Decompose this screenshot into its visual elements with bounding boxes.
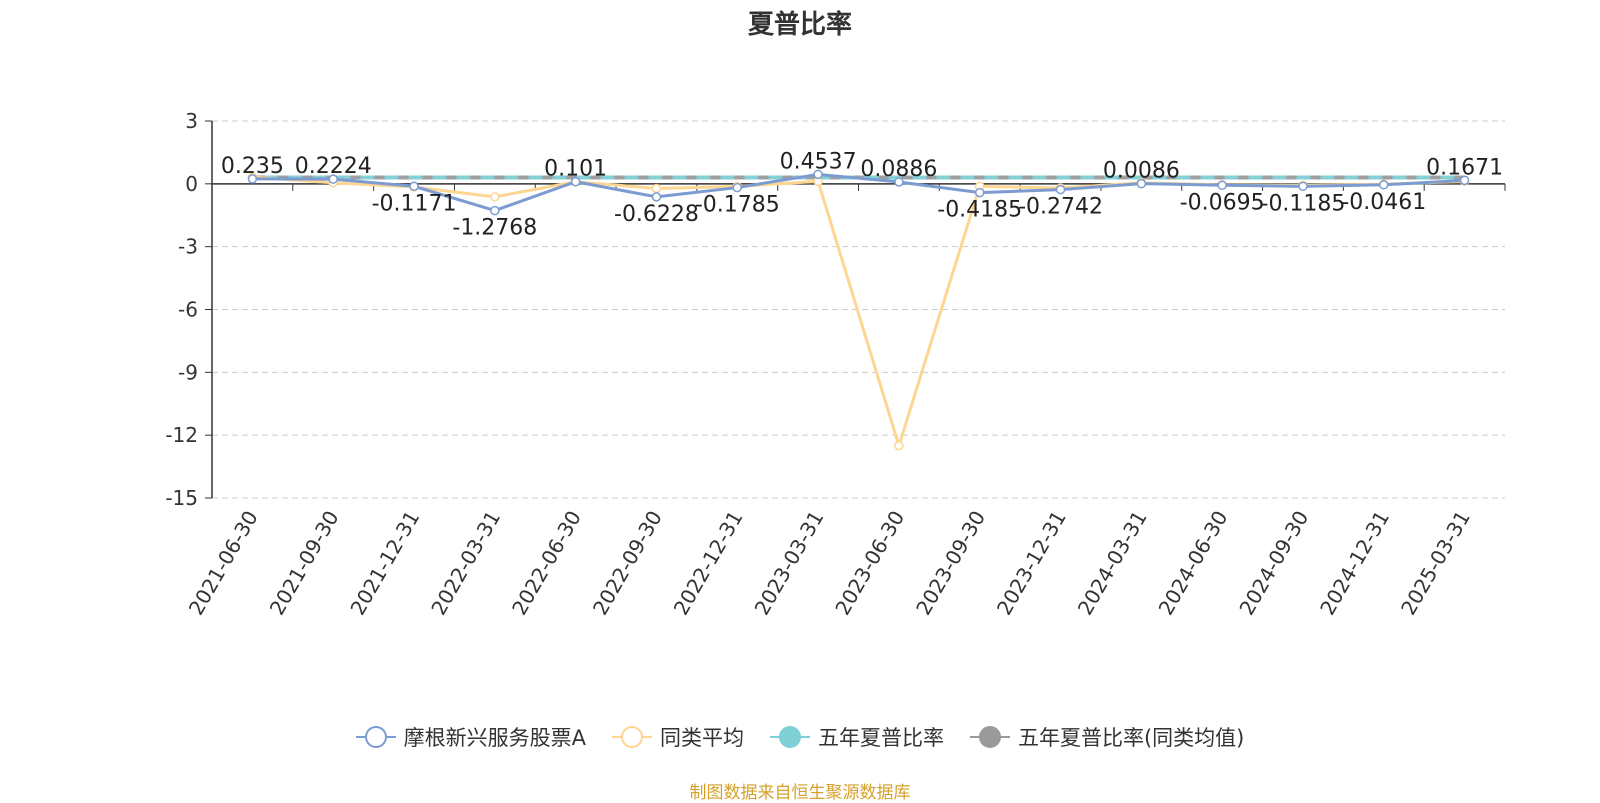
legend-item-peer-average[interactable]: 同类平均 [611, 722, 744, 752]
legend-five-year-sharpe-icon [769, 726, 810, 748]
x-tick-label: 2024-03-31 [1073, 507, 1152, 620]
legend-fund-icon [355, 726, 396, 748]
data-label: -0.1171 [372, 191, 457, 216]
x-tick-label: 2025-03-31 [1396, 507, 1475, 620]
y-tick-label: -12 [165, 423, 198, 447]
data-point [1298, 181, 1308, 192]
y-tick-label: 0 [185, 172, 198, 196]
y-tick-label: -6 [178, 298, 198, 322]
x-tick-label: 2022-03-31 [426, 507, 505, 620]
x-tick-label: 2021-06-30 [184, 507, 263, 620]
data-label: -0.2742 [1018, 195, 1103, 220]
data-label: -1.2768 [452, 216, 537, 241]
chart-legend: 摩根新兴服务股票A 同类平均 五年夏普比率 五年夏普比率(同类均值) [0, 722, 1600, 752]
data-point [651, 192, 662, 202]
legend-peer-average-icon [611, 726, 652, 748]
data-label: -0.0695 [1180, 190, 1265, 215]
legend-five-year-sharpe-peer-label: 五年夏普比率(同类均值) [1017, 726, 1245, 750]
x-tick-label: 2023-12-31 [992, 507, 1071, 620]
data-label: -0.0461 [1341, 190, 1426, 215]
series-line [252, 172, 1465, 213]
data-label: 0.2224 [295, 154, 372, 179]
data-point [328, 174, 338, 184]
data-point [974, 187, 985, 198]
data-point [409, 181, 419, 192]
data-point [813, 169, 823, 180]
data-label: -0.6228 [614, 202, 699, 227]
data-point [1459, 175, 1470, 186]
data-point [651, 183, 662, 194]
x-tick-label: 2022-09-30 [588, 507, 667, 620]
data-point [1217, 180, 1227, 191]
series-line [252, 175, 1465, 451]
x-tick-label: 2022-06-30 [507, 507, 586, 620]
legend-item-five-year-sharpe-peer[interactable]: 五年夏普比率(同类均值) [969, 722, 1245, 752]
data-label: 0.1671 [1426, 155, 1503, 180]
legend-fund-label: 摩根新兴服务股票A [403, 726, 586, 750]
y-tick-label: 3 [185, 109, 198, 133]
data-point [1055, 184, 1066, 195]
data-label: -0.1785 [695, 193, 780, 218]
data-label: -0.4185 [937, 198, 1022, 223]
data-label: -0.1185 [1261, 191, 1346, 216]
x-tick-label: 2023-06-30 [830, 507, 909, 620]
data-point [570, 176, 581, 187]
data-label: 0.4537 [780, 149, 857, 174]
legend-item-five-year-sharpe[interactable]: 五年夏普比率 [769, 722, 944, 752]
y-tick-label: -15 [165, 486, 198, 510]
y-tick-label: -3 [178, 235, 198, 259]
data-point [490, 205, 500, 216]
x-tick-label: 2024-09-30 [1234, 507, 1313, 620]
data-label: 0.0886 [860, 157, 937, 182]
x-tick-label: 2021-12-31 [345, 507, 424, 620]
data-point [894, 440, 904, 451]
x-tick-label: 2024-12-31 [1315, 507, 1394, 620]
x-tick-label: 2023-03-31 [750, 507, 829, 620]
chart-title: 夏普比率 [747, 10, 852, 40]
data-label: 0.101 [544, 157, 607, 182]
data-source-note: 制图数据来自恒生聚源数据库 [689, 783, 911, 803]
data-point [247, 174, 258, 184]
data-point [1379, 180, 1389, 190]
data-point [894, 177, 904, 187]
y-tick-label: -9 [178, 360, 198, 384]
legend-peer-average-label: 同类平均 [659, 726, 744, 750]
legend-five-year-sharpe-label: 五年夏普比率 [817, 726, 944, 750]
data-point [490, 192, 500, 202]
data-label: 0.0086 [1103, 159, 1180, 184]
legend-item-fund[interactable]: 摩根新兴服务股票A [355, 722, 586, 752]
legend-five-year-sharpe-peer-icon [969, 726, 1010, 748]
x-tick-label: 2023-09-30 [911, 507, 990, 620]
x-tick-label: 2021-09-30 [265, 507, 344, 620]
data-label: 0.235 [221, 154, 284, 179]
x-tick-label: 2024-06-30 [1154, 507, 1233, 620]
data-point [732, 182, 743, 193]
x-tick-label: 2022-12-31 [669, 507, 748, 620]
data-point [1136, 178, 1147, 189]
